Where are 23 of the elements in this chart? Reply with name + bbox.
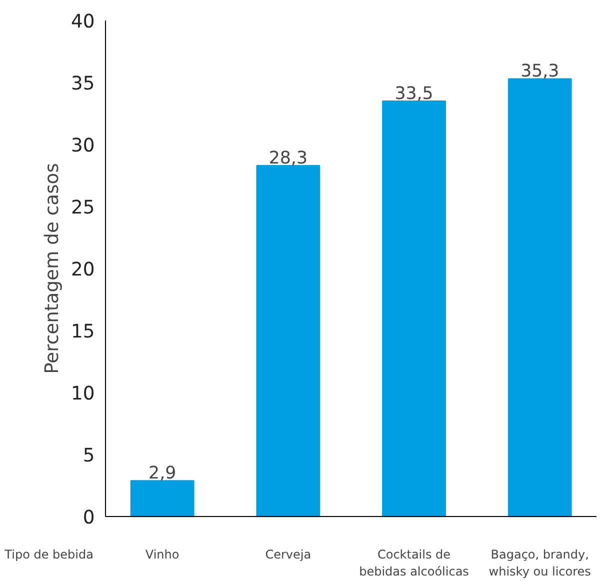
y-tick-label: 0: [82, 508, 95, 529]
data-label: 33,5: [394, 84, 434, 104]
data-label: 2,9: [148, 464, 176, 484]
x-tick-label: Bagaço, brandy, whisky ou licores: [488, 548, 591, 578]
y-tick-label: 10: [70, 384, 95, 405]
bar: [382, 100, 446, 518]
x-tick-label: Vinho: [145, 548, 180, 562]
y-tick-label: 30: [70, 135, 95, 156]
bar: [130, 480, 194, 518]
data-label: 35,3: [520, 62, 560, 82]
bar: [256, 165, 320, 518]
x-tick-label: Cocktails de bebidas alcoólicas: [359, 548, 469, 578]
bar: [508, 78, 572, 518]
y-tick-label: 5: [82, 446, 95, 467]
data-label: 28,3: [268, 148, 308, 169]
y-tick-label: 20: [70, 260, 95, 280]
y-tick-label: 15: [70, 322, 95, 343]
x-axis-title: Tipo de bebida: [4, 548, 94, 562]
y-tick-label: 25: [70, 197, 95, 218]
y-tick-label: 40: [70, 11, 95, 32]
y-axis-title: Percentagem de casos: [42, 163, 63, 374]
x-tick-label: Cerveja: [265, 548, 312, 562]
y-tick-label: 35: [70, 73, 95, 94]
